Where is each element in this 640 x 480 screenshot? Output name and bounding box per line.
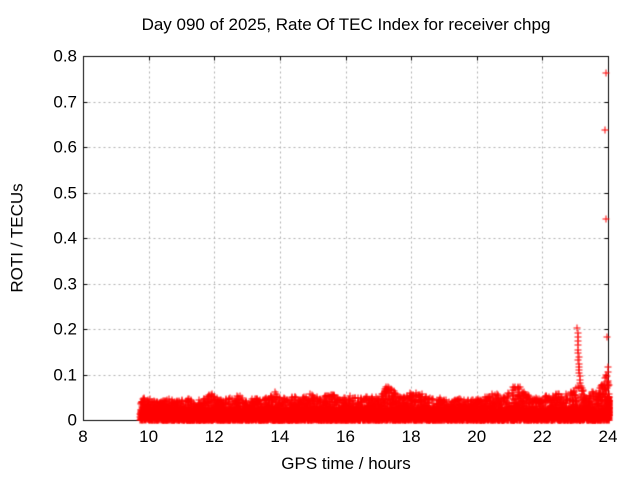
y-tick-label: 0	[67, 410, 77, 430]
x-tick-label: 24	[598, 427, 618, 446]
x-tick-label: 16	[336, 427, 355, 446]
y-tick-label: 0.5	[53, 183, 77, 202]
y-tick-label: 0.6	[53, 137, 77, 157]
y-tick-label: 0.1	[53, 365, 77, 384]
y-tick-label: 0.4	[53, 228, 77, 248]
y-tick-label: 0.3	[53, 274, 77, 293]
x-tick-label: 10	[139, 427, 159, 446]
y-axis-label: ROTI / TECUs	[7, 183, 27, 293]
x-tick-label: 8	[78, 427, 88, 446]
x-tick-label: 22	[532, 427, 552, 446]
x-tick-label: 12	[204, 427, 224, 446]
x-tick-label: 14	[270, 427, 290, 446]
x-tick-label: 18	[401, 427, 421, 446]
y-tick-label: 0.2	[53, 319, 77, 339]
chart-title: Day 090 of 2025, Rate Of TEC Index for r…	[141, 15, 551, 34]
y-tick-label: 0.7	[53, 92, 77, 111]
x-axis-label: GPS time / hours	[281, 454, 411, 473]
x-tick-label: 20	[467, 427, 487, 446]
y-tick-label: 0.8	[53, 46, 77, 66]
